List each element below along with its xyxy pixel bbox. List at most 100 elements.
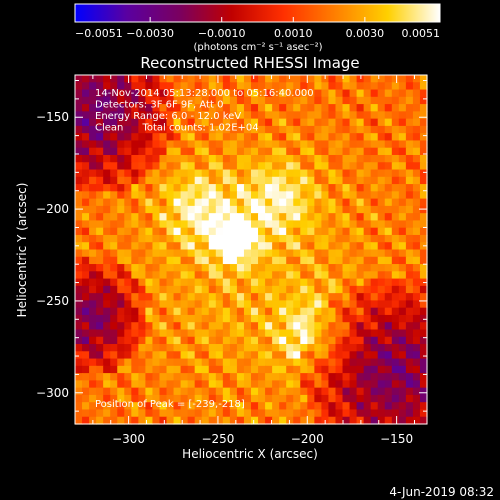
heatmap-cell xyxy=(103,394,111,403)
heatmap-cell xyxy=(194,256,203,265)
heatmap-cell xyxy=(398,220,407,229)
heatmap-cell xyxy=(398,242,407,251)
heatmap-cell xyxy=(159,242,168,251)
heatmap-cell xyxy=(180,402,189,411)
heatmap-cell xyxy=(370,416,379,425)
heatmap-cell xyxy=(173,409,182,418)
heatmap-cell xyxy=(321,82,330,91)
heatmap-cell xyxy=(412,111,421,120)
heatmap-cell xyxy=(370,111,379,120)
heatmap-cell xyxy=(131,358,139,367)
heatmap-cell xyxy=(356,111,365,120)
heatmap-cell xyxy=(384,227,393,236)
heatmap-cell xyxy=(391,307,400,316)
heatmap-cell xyxy=(307,133,315,142)
heatmap-cell xyxy=(370,387,379,396)
heatmap-cell xyxy=(117,358,125,367)
heatmap-cell xyxy=(335,271,344,280)
heatmap-cell xyxy=(384,96,393,105)
heatmap-cell xyxy=(363,89,372,98)
heatmap-cell xyxy=(173,380,182,389)
heatmap-cell xyxy=(89,191,97,200)
heatmap-cell xyxy=(222,373,231,381)
heatmap-cell xyxy=(272,96,280,105)
heatmap-cell xyxy=(96,416,104,425)
heatmap-cell xyxy=(187,96,196,105)
heatmap-cell xyxy=(293,75,301,83)
heatmap-cell xyxy=(75,184,83,192)
heatmap-cell xyxy=(215,307,224,316)
heatmap-cell xyxy=(370,380,379,389)
heatmap-cell xyxy=(152,75,161,83)
heatmap-cell xyxy=(370,220,379,229)
heatmap-cell xyxy=(391,162,400,171)
heatmap-cell xyxy=(391,293,400,301)
heatmap-cell xyxy=(208,380,217,389)
heatmap-cell xyxy=(335,344,344,352)
heatmap-cell xyxy=(166,104,175,112)
heatmap-cell xyxy=(363,249,372,258)
heatmap-cell xyxy=(335,329,344,338)
heatmap-cell xyxy=(258,154,266,163)
heatmap-cell xyxy=(208,300,217,309)
heatmap-cell xyxy=(124,365,132,374)
heatmap-cell xyxy=(159,162,168,171)
heatmap-cell xyxy=(272,314,280,323)
colorbar-ticks: −0.0051 −0.0030 −0.0010 0.0010 0.0030 0.0051 xyxy=(74,17,441,40)
heatmap-cell xyxy=(335,264,344,272)
heatmap-cell xyxy=(398,133,407,142)
heatmap-cell xyxy=(180,387,189,396)
heatmap-cell xyxy=(145,162,154,171)
heatmap-cell xyxy=(75,271,83,280)
heatmap-cell xyxy=(265,380,273,389)
heatmap-cell xyxy=(152,256,161,265)
heatmap-cell xyxy=(173,271,182,280)
heatmap-cell xyxy=(314,82,322,91)
heatmap-cell xyxy=(356,380,365,389)
heatmap-cell xyxy=(412,373,421,381)
heatmap-cell xyxy=(208,307,217,316)
heatmap-cell xyxy=(201,285,210,294)
heatmap-cell xyxy=(194,205,203,214)
heatmap-cell xyxy=(194,140,203,149)
heatmap-cell xyxy=(180,300,189,309)
heatmap-cell xyxy=(419,147,428,156)
heatmap-cell xyxy=(243,184,252,192)
heatmap-cell xyxy=(279,89,287,98)
heatmap-cell xyxy=(363,373,372,381)
heatmap-cell xyxy=(110,162,118,171)
heatmap-cell xyxy=(236,394,245,403)
heatmap-cell xyxy=(342,184,351,192)
heatmap-cell xyxy=(419,82,428,91)
heatmap-cell xyxy=(328,89,337,98)
heatmap-cell xyxy=(335,169,344,178)
heatmap-cell xyxy=(363,96,372,105)
heatmap-cell xyxy=(236,75,245,83)
heatmap-cell xyxy=(124,278,132,287)
heatmap-cell xyxy=(265,300,273,309)
heatmap-cell xyxy=(152,176,161,185)
heatmap-cell xyxy=(201,271,210,280)
heatmap-cell xyxy=(412,104,421,112)
heatmap-cell xyxy=(236,169,245,178)
heatmap-cell xyxy=(124,394,132,403)
heatmap-cell xyxy=(215,264,224,272)
heatmap-cell xyxy=(138,358,146,367)
heatmap-cell xyxy=(314,256,322,265)
heatmap-cell xyxy=(152,249,161,258)
heatmap-cell xyxy=(96,133,104,142)
heatmap-cell xyxy=(159,220,168,229)
heatmap-cell xyxy=(145,271,154,280)
heatmap-cell xyxy=(328,387,337,396)
heatmap-cell xyxy=(363,300,372,309)
heatmap-cell xyxy=(265,402,273,411)
heatmap-cell xyxy=(138,133,146,142)
heatmap-cell xyxy=(173,351,182,360)
heatmap-cell xyxy=(124,271,132,280)
heatmap-cell xyxy=(75,351,83,360)
heatmap-cell xyxy=(96,351,104,360)
heatmap-cell xyxy=(391,213,400,222)
heatmap-cell xyxy=(293,322,301,331)
heatmap-cell xyxy=(384,75,393,83)
heatmap-cell xyxy=(201,140,210,149)
